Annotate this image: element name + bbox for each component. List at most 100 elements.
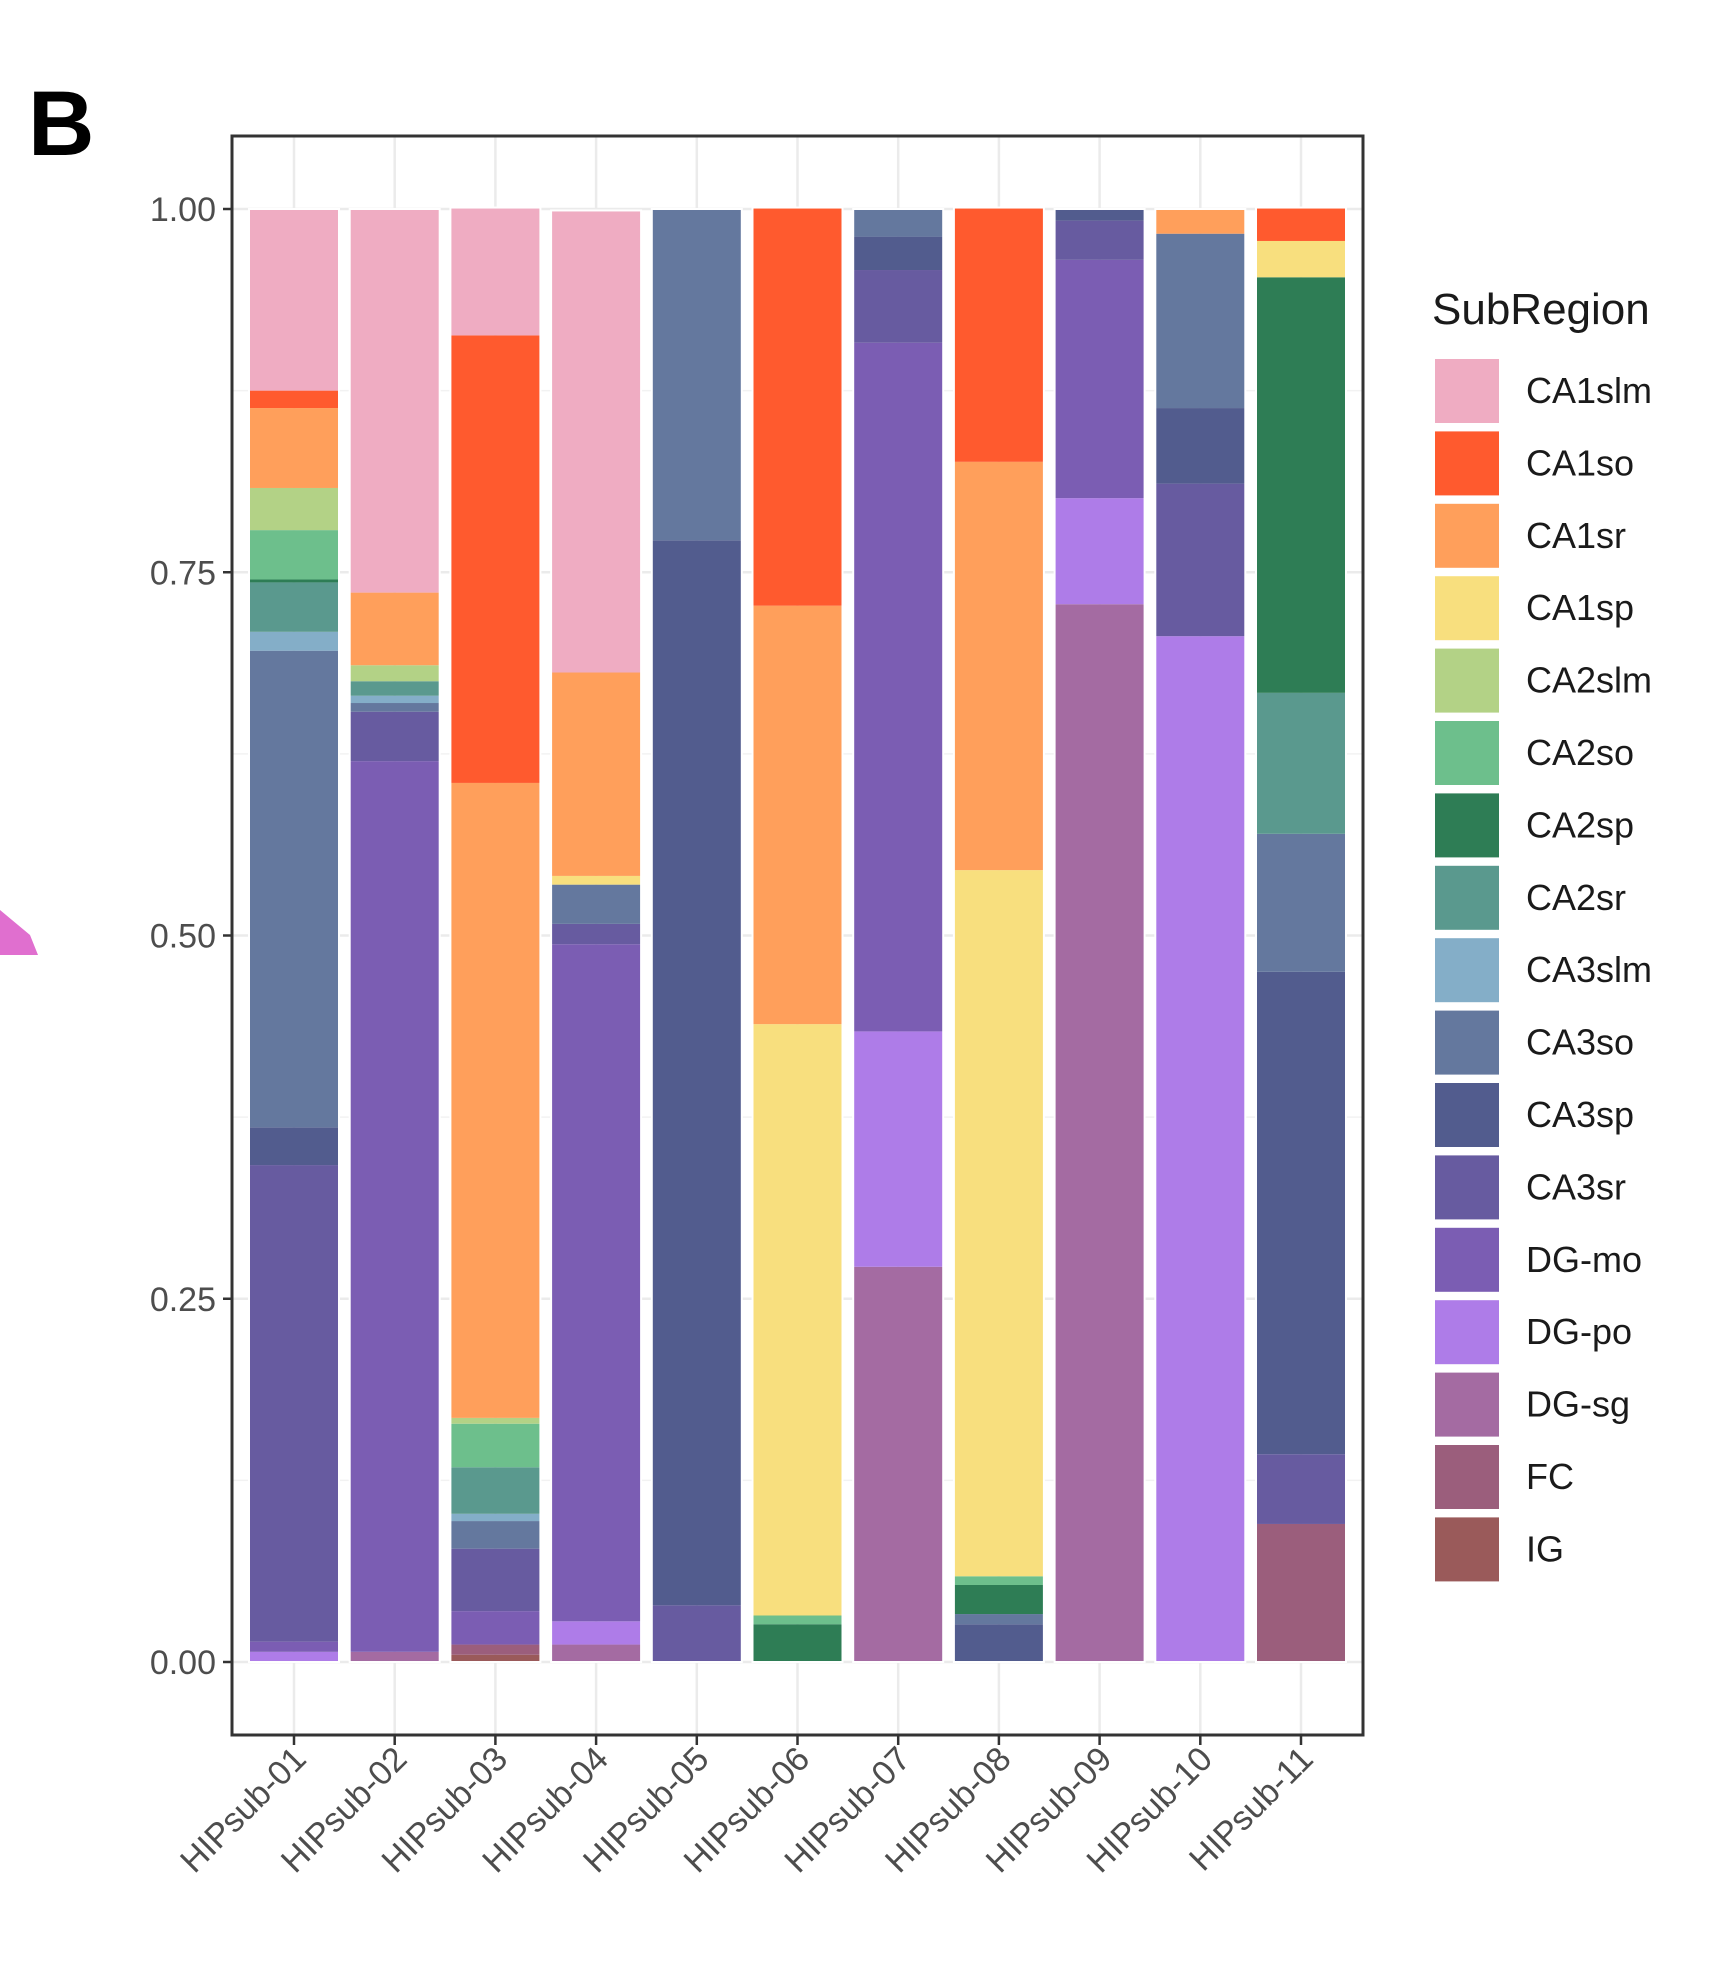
bar-outline [1154,208,1247,1663]
y-tick-label: 0.25 [150,1281,216,1319]
bar-stack-HIPsub-06 [751,206,844,1663]
legend-item-CA1sr: CA1sr [1435,503,1626,568]
bar-segment-CA2slm [450,1417,541,1424]
bar-segment-DG-mo [1054,259,1145,499]
legend-label: CA2sr [1526,877,1626,918]
y-axis: 0.00 0.25 0.50 0.75 1.00 [150,191,232,1682]
bar-segment-DG-sg [551,1644,642,1662]
legend-label: CA1sp [1526,587,1634,628]
legend-key [1435,1372,1499,1437]
bar-segment-CA3sp [953,1624,1044,1662]
bar-stack-HIPsub-08 [952,206,1045,1663]
bar-segment-CA3sp [1155,408,1246,484]
bar-segment-CA3sr [450,1548,541,1612]
bar-segment-CA3slm [450,1513,541,1522]
legend-label: DG-sg [1526,1384,1630,1425]
bar-segment-CA1sr [1155,209,1246,234]
bar-segment-CA3so [651,209,742,541]
bar-segment-CA3sr [1155,483,1246,637]
legend: SubRegion CA1slm CA1so CA1sr CA1sp CA2slm CA2… [1432,285,1652,1582]
bar-segment-CA3sr [349,711,440,762]
legend-item-CA3so: CA3so [1435,1010,1634,1075]
bar-segment-CA2slm [249,487,339,531]
bar-outline [952,206,1045,1663]
bar-segment-FC [1256,1523,1346,1662]
bar-segment-CA1sp [1256,240,1346,278]
legend-item-CA2so: CA2so [1435,721,1634,785]
legend-key [1435,431,1499,496]
bar-segment-CA1so [752,207,843,606]
bar-segment-DG-po [1155,636,1246,1662]
bar-segment-CA1sr [249,408,339,488]
legend-label: CA2so [1526,732,1634,773]
legend-title: SubRegion [1432,285,1650,334]
x-axis: HIPsub-01HIPsub-02HIPsub-03HIPsub-04HIPs… [173,1735,1321,1880]
legend-item-CA3sr: CA3sr [1435,1155,1626,1220]
legend-item-CA3slm: CA3slm [1435,938,1652,1003]
bar-segment-CA2sp [249,579,339,583]
y-tick-label: 1.00 [150,191,216,229]
bar-segment-CA1sr [551,672,642,876]
bar-segment-CA3sr [249,1165,339,1642]
legend-item-DG-sg: DG-sg [1435,1372,1630,1437]
bar-outline [248,208,340,1663]
legend-label: FC [1526,1456,1574,1497]
legend-label: CA1so [1526,442,1634,483]
legend-key [1435,865,1499,930]
legend-key [1435,1445,1499,1509]
bar-segment-CA2so [953,1576,1044,1585]
bar-segment-CA3sr [853,270,944,343]
legend-item-CA1sp: CA1sp [1435,576,1634,641]
bar-segment-CA1so [450,335,541,783]
bar-segment-CA3sp [1054,209,1145,221]
legend-key [1435,503,1499,568]
legend-label: IG [1526,1528,1564,1569]
bar-stack-HIPsub-10 [1154,208,1247,1663]
bar-segment-CA3sp [651,540,742,1606]
bar-outline [1053,208,1146,1663]
legend-key [1435,1227,1499,1292]
legend-item-IG: IG [1435,1517,1564,1582]
bars [248,206,1347,1663]
legend-item-DG-mo: DG-mo [1435,1227,1642,1292]
bar-segment-DG-mo [551,944,642,1622]
bar-outline [751,206,844,1663]
legend-key [1435,721,1499,785]
legend-key [1435,1083,1499,1147]
bar-outline [550,209,643,1663]
bar-segment-CA1slm [349,209,440,593]
bar-stack-HIPsub-09 [1053,208,1146,1663]
bar-segment-CA2so [450,1423,541,1468]
bar-outline [650,208,743,1663]
bar-segment-CA3sr [551,923,642,945]
legend-item-CA2slm: CA2slm [1435,648,1652,713]
legend-key [1435,793,1499,858]
bar-segment-CA3sr [1256,1454,1346,1524]
bar-segment-CA2slm [349,665,440,682]
bar-segment-DG-po [551,1621,642,1645]
bar-segment-CA3sp [249,1127,339,1166]
bar-segment-DG-sg [349,1651,440,1662]
bar-stack-HIPsub-02 [348,208,441,1663]
bar-stack-HIPsub-05 [650,208,743,1663]
y-tick-label: 0.75 [150,554,216,592]
bar-segment-DG-mo [349,761,440,1652]
bar-segment-DG-mo [249,1641,339,1652]
bar-outline [449,206,542,1663]
bar-segment-CA1sr [953,461,1044,871]
bar-segment-CA3so [853,209,944,237]
bar-segment-CA3so [249,650,339,1128]
legend-item-DG-po: DG-po [1435,1300,1632,1365]
bar-segment-CA1sr [752,605,843,1025]
bar-segment-CA3sr [651,1605,742,1662]
bar-segment-CA2so [249,530,339,580]
bar-segment-CA3so [450,1521,541,1549]
legend-item-CA2sp: CA2sp [1435,793,1634,858]
legend-label: CA3so [1526,1022,1634,1063]
bar-segment-DG-po [1054,498,1145,605]
bar-segment-CA3sp [853,236,944,271]
bar-segment-DG-po [853,1031,944,1267]
legend-key [1435,1155,1499,1220]
legend-key [1435,1517,1499,1582]
